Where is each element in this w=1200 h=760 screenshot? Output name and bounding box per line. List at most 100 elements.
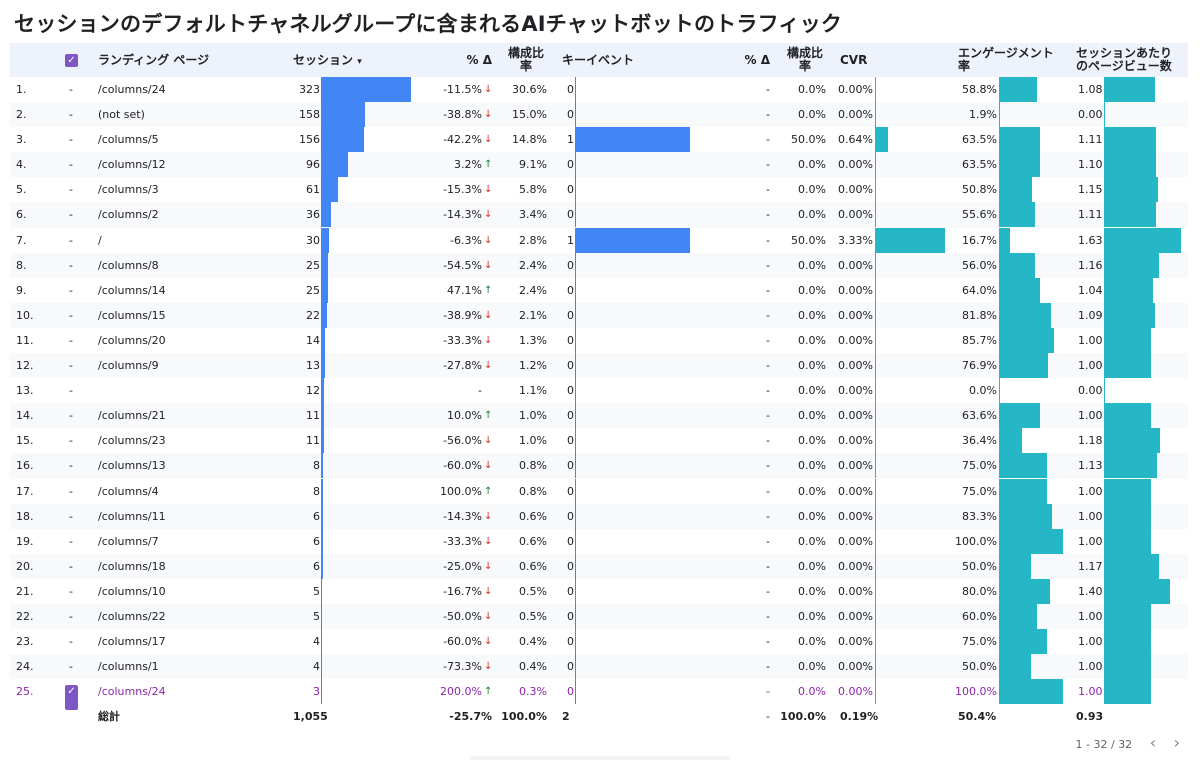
arrow-up-icon: ↑: [484, 410, 493, 422]
sessions-value: 11: [306, 409, 320, 423]
landing-page-cell[interactable]: /columns/14: [98, 283, 166, 297]
header-sessions[interactable]: セッション ▾: [293, 53, 362, 68]
table-row[interactable]: 9. - /columns/14 25 47.1% ↑ 2.4% 0 - 0.0% 0.00% 64.…: [10, 277, 1188, 303]
table-row[interactable]: 3. - /columns/5 156 -42.2% ↓ 14.8% 1 - 50.0% 0.64%…: [10, 127, 1188, 153]
landing-page-cell[interactable]: /columns/7: [98, 534, 159, 548]
table-row[interactable]: 19. - /columns/7 6 -33.3% ↓ 0.6% 0 - 0.0% 0.00% 100…: [10, 528, 1188, 554]
table-row[interactable]: 2. - (not set) 158 -38.8% ↓ 15.0% 0 - 0.0% 0.00% 1.…: [10, 102, 1188, 128]
table-row[interactable]: 5. - /columns/3 61 -15.3% ↓ 5.8% 0 - 0.0% 0.00% 50.…: [10, 177, 1188, 203]
table-row[interactable]: 6. - /columns/2 36 -14.3% ↓ 3.4% 0 - 0.0% 0.00% 55.…: [10, 202, 1188, 228]
landing-page-cell[interactable]: /columns/2: [98, 208, 159, 222]
landing-page-cell[interactable]: /columns/4: [98, 484, 159, 498]
sessions-bar: [321, 227, 329, 253]
sessions-delta: -73.3%: [443, 660, 482, 674]
landing-page-cell[interactable]: /columns/11: [98, 509, 166, 523]
table-row[interactable]: 8. - /columns/8 25 -54.5% ↓ 2.4% 0 - 0.0% 0.00% 56.…: [10, 252, 1188, 278]
header-cvr[interactable]: CVR: [840, 53, 868, 67]
landing-page-cell[interactable]: /columns/22: [98, 609, 166, 623]
horizontal-scrollbar[interactable]: [470, 756, 730, 760]
landing-page-cell[interactable]: /columns/18: [98, 559, 166, 573]
sessions-delta: -33.3%: [443, 534, 482, 548]
landing-page-cell[interactable]: /columns/23: [98, 434, 166, 448]
table-row[interactable]: 15. - /columns/23 11 -56.0% ↓ 1.0% 0 - 0.0% 0.00% 3…: [10, 428, 1188, 454]
table-row[interactable]: 13. - 12 - 1.1% 0 - 0.0% 0.00% 0.0% 0.00: [10, 378, 1188, 404]
landing-page-cell[interactable]: /: [98, 233, 102, 247]
sessions-share: 0.4%: [519, 660, 547, 674]
cvr-value: 0.00%: [838, 660, 873, 674]
table-row[interactable]: 21. - /columns/10 5 -16.7% ↓ 0.5% 0 - 0.0% 0.00% 80…: [10, 578, 1188, 604]
header-delta[interactable]: % Δ: [466, 53, 493, 67]
landing-page-cell[interactable]: /columns/15: [98, 308, 166, 322]
next-page-icon[interactable]: ›: [1173, 733, 1180, 752]
engagement-rate-value: 83.3%: [962, 509, 997, 523]
table-row[interactable]: 4. - /columns/12 96 3.2% ↑ 9.1% 0 - 0.0% 0.00% 63.5…: [10, 152, 1188, 178]
key-events-share: 50.0%: [791, 133, 826, 147]
header-pageviews-per-session[interactable]: セッションあたり のページビュー数: [1076, 46, 1173, 73]
sessions-value: 14: [306, 333, 320, 347]
header-key-events[interactable]: キーイベント: [562, 53, 635, 67]
select-all-checkbox[interactable]: ✓: [65, 54, 78, 67]
landing-page-cell[interactable]: /columns/3: [98, 183, 159, 197]
table-row[interactable]: 23. - /columns/17 4 -60.0% ↓ 0.4% 0 - 0.0% 0.00% 75…: [10, 629, 1188, 655]
row-dash: -: [69, 635, 73, 649]
engagement-rate-bar: [999, 578, 1050, 604]
table-row[interactable]: 25. ✓ /columns/24 3 200.0% ↑ 0.3% 0 - 0.0% 0.00% 10…: [10, 679, 1188, 711]
engagement-rate-bar: [999, 252, 1035, 278]
key-events-share: 0.0%: [798, 308, 826, 322]
landing-page-cell[interactable]: /columns/13: [98, 459, 166, 473]
table-row[interactable]: 22. - /columns/22 5 -50.0% ↓ 0.5% 0 - 0.0% 0.00% 60…: [10, 603, 1188, 630]
landing-page-cell[interactable]: /columns/12: [98, 158, 166, 172]
table-row[interactable]: 14. - /columns/21 11 10.0% ↑ 1.0% 0 - 0.0% 0.00% 63…: [10, 403, 1188, 429]
cvr-bar: [875, 428, 876, 454]
table-row[interactable]: 16. - /columns/13 8 -60.0% ↓ 0.8% 0 - 0.0% 0.00% 75…: [10, 453, 1188, 479]
landing-page-cell[interactable]: /columns/10: [98, 584, 166, 598]
pageviews-per-session-bar: [1104, 252, 1159, 278]
row-checkbox[interactable]: ✓: [65, 685, 78, 711]
table-row[interactable]: 11. - /columns/20 14 -33.3% ↓ 1.3% 0 - 0.0% 0.00% 8…: [10, 327, 1188, 353]
pageviews-per-session-value: 1.00: [1078, 484, 1103, 498]
prev-page-icon[interactable]: ‹: [1149, 733, 1157, 752]
table-row[interactable]: 24. - /columns/1 4 -73.3% ↓ 0.4% 0 - 0.0% 0.00% 50.…: [10, 654, 1188, 680]
landing-page-cell[interactable]: /columns/21: [98, 409, 166, 423]
table-row[interactable]: 10. - /columns/15 22 -38.9% ↓ 2.1% 0 - 0.0% 0.00% 8…: [10, 302, 1188, 328]
row-index: 15.: [16, 434, 34, 448]
arrow-down-icon: ↓: [484, 134, 493, 146]
landing-page-cell[interactable]: /columns/17: [98, 635, 166, 649]
table-row[interactable]: 18. - /columns/11 6 -14.3% ↓ 0.6% 0 - 0.0% 0.00% 83…: [10, 503, 1188, 529]
header-engagement-rate[interactable]: エンゲージメント率: [958, 46, 1054, 73]
header-key-events-delta[interactable]: % Δ: [744, 53, 771, 67]
total-pageviews-per-session: 0.93: [1076, 710, 1104, 724]
sessions-share: 0.3%: [519, 685, 547, 699]
pageviews-per-session-value: 1.00: [1078, 509, 1103, 523]
table-row[interactable]: 12. - /columns/9 13 -27.8% ↓ 1.2% 0 - 0.0% 0.00% 76…: [10, 353, 1188, 379]
total-share: 100.0%: [501, 710, 547, 724]
landing-page-cell[interactable]: /columns/5: [98, 133, 159, 147]
key-events-bar: [575, 152, 576, 178]
sessions-value: 4: [313, 660, 320, 674]
table-row[interactable]: 20. - /columns/18 6 -25.0% ↓ 0.6% 0 - 0.0% 0.00% 50…: [10, 553, 1188, 579]
table-row[interactable]: 7. - / 30 -6.3% ↓ 2.8% 1 - 50.0% 3.33% 16.7% 1.63: [10, 227, 1188, 253]
sessions-bar: [321, 654, 322, 680]
pageviews-per-session-bar: [1104, 428, 1160, 454]
key-events-value: 0: [567, 258, 574, 272]
sessions-bar: [321, 378, 324, 404]
landing-page-cell[interactable]: /columns/20: [98, 333, 166, 347]
arrow-down-icon: ↓: [484, 360, 493, 372]
landing-page-cell[interactable]: (not set): [98, 108, 145, 122]
landing-page-cell[interactable]: /columns/24: [98, 685, 166, 699]
engagement-rate-value: 1.9%: [969, 108, 997, 122]
table-row[interactable]: 17. - /columns/4 8 100.0% ↑ 0.8% 0 - 0.0% 0.00% 75.…: [10, 478, 1188, 504]
landing-page-cell[interactable]: /columns/9: [98, 359, 159, 373]
header-landing-page[interactable]: ランディング ページ: [98, 53, 210, 67]
arrow-down-icon: ↓: [484, 234, 493, 246]
header-share[interactable]: 構成比率: [507, 46, 544, 73]
landing-page-cell[interactable]: /columns/24: [98, 83, 166, 96]
engagement-rate-bar: [999, 177, 1032, 203]
landing-page-cell[interactable]: /columns/1: [98, 660, 159, 674]
table-row[interactable]: 1. - /columns/24 323 -11.5% ↓ 30.6% 0 - 0.0% 0.00%…: [10, 77, 1188, 102]
pageviews-per-session-value: 1.00: [1078, 534, 1103, 548]
header-key-events-share[interactable]: 構成比率: [786, 46, 823, 73]
pageviews-per-session-bar: [1104, 578, 1170, 604]
sessions-delta: -42.2%: [443, 133, 482, 147]
landing-page-cell[interactable]: /columns/8: [98, 258, 159, 272]
